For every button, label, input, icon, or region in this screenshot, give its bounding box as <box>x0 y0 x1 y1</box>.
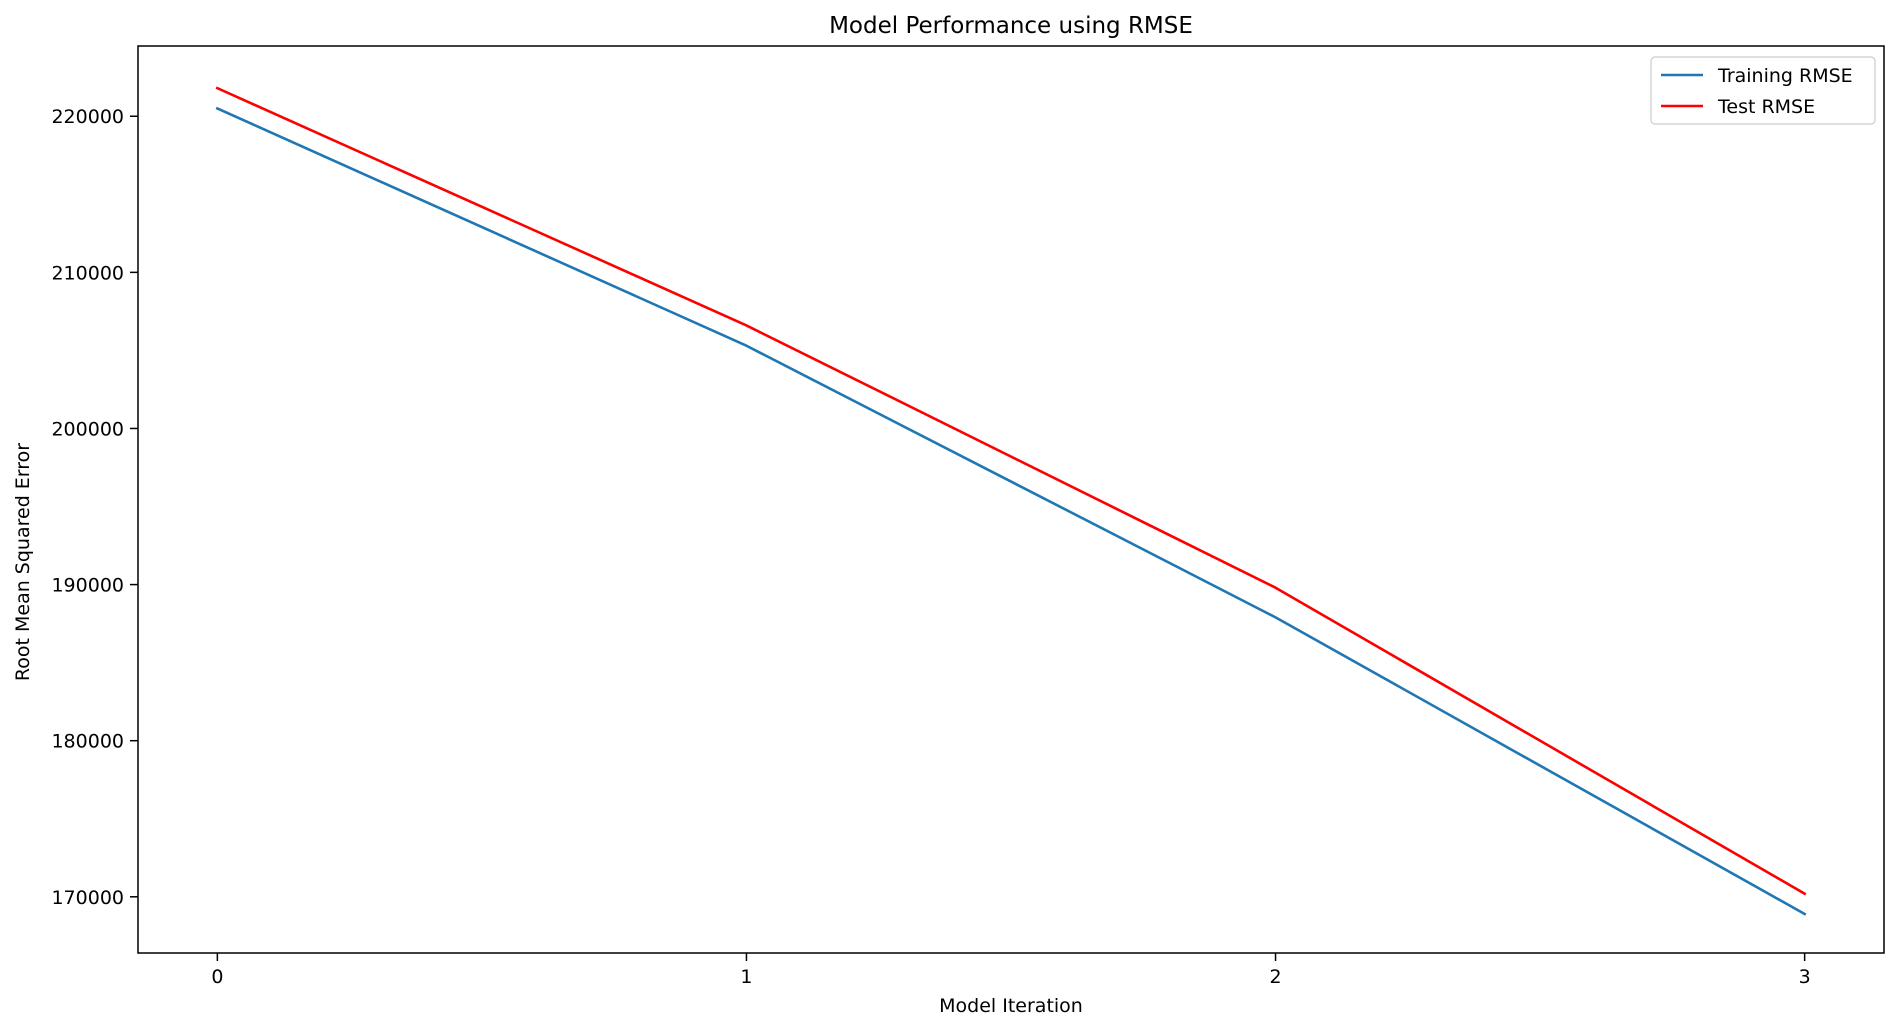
y-tick-label: 180000 <box>51 731 124 753</box>
legend-label-test-rmse: Test RMSE <box>1717 96 1815 118</box>
y-tick-label: 190000 <box>51 575 124 597</box>
x-tick-label: 0 <box>211 966 223 988</box>
y-tick-label: 170000 <box>51 887 124 909</box>
y-tick-label: 220000 <box>51 106 124 128</box>
series-line-training-rmse <box>215 106 1807 916</box>
x-axis-label: Model Iteration <box>939 995 1083 1017</box>
plot-frame <box>137 45 1885 954</box>
legend-label-training-rmse: Training RMSE <box>1717 65 1853 87</box>
x-tick-label: 3 <box>1799 966 1811 988</box>
legend-box <box>1650 56 1876 125</box>
x-tick-label: 2 <box>1269 966 1281 988</box>
x-tick-label: 1 <box>740 966 752 988</box>
y-tick-label: 210000 <box>51 262 124 284</box>
plot-area: 0 1 2 3 170000 180000 190000 200000 210000 220000 <box>51 45 1885 988</box>
y-tick-label: 200000 <box>51 418 124 440</box>
legend: Training RMSE Test RMSE <box>1650 56 1876 125</box>
chart-title: Model Performance using RMSE <box>829 13 1193 39</box>
series-line-test-rmse <box>215 86 1807 896</box>
y-axis-label: Root Mean Squared Error <box>12 443 34 681</box>
